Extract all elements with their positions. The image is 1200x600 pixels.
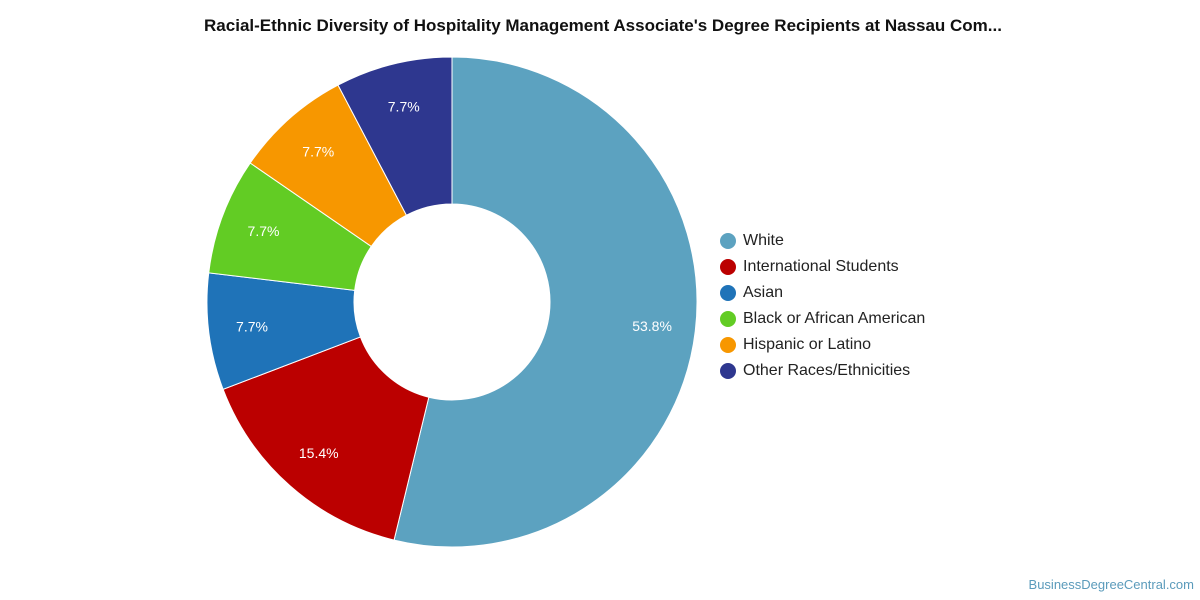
legend-label: Asian [743,284,784,301]
legend-item-black-or-african-american[interactable]: Black or African American [720,306,925,332]
legend-item-hispanic-or-latino[interactable]: Hispanic or Latino [720,332,925,358]
slice-international-students[interactable] [222,336,430,541]
data-label-hispanic-or-latino: 7.7% [302,143,334,159]
legend-swatch-icon [720,259,736,275]
chart-legend: White International Students Asian Black or… [720,228,925,384]
legend-swatch-icon [720,285,736,301]
legend-item-asian[interactable]: Asian [720,280,925,306]
donut-data-labels: 53.8% 15.4% 7.7% 7.7% 7.7% 7.7% [236,98,672,461]
legend-label: Black or African American [743,310,926,327]
legend-label: White [743,232,784,249]
data-label-other-races-ethnicities: 7.7% [388,98,420,114]
legend-swatch-icon [720,363,736,379]
site-watermark[interactable]: BusinessDegreeCentral.com [1028,577,1194,592]
slice-white[interactable] [393,56,698,548]
legend-label: Other Races/Ethnicities [743,362,911,379]
legend-label: International Students [743,258,899,275]
donut-slices [206,56,698,548]
data-label-white: 53.8% [632,318,672,334]
legend-swatch-icon [720,233,736,249]
legend-item-other-races-ethnicities[interactable]: Other Races/Ethnicities [720,358,925,384]
legend-label: Hispanic or Latino [743,336,872,353]
data-label-asian: 7.7% [236,319,268,335]
slice-other-races-ethnicities[interactable] [337,56,453,216]
legend-swatch-icon [720,337,736,353]
legend-swatch-icon [720,311,736,327]
data-label-international-students: 15.4% [299,445,339,461]
data-label-black-or-african-american: 7.7% [248,223,280,239]
legend-item-international-students[interactable]: International Students [720,254,925,280]
legend-item-white[interactable]: White [720,228,925,254]
chart-title: Racial-Ethnic Diversity of Hospitality M… [204,16,1002,35]
